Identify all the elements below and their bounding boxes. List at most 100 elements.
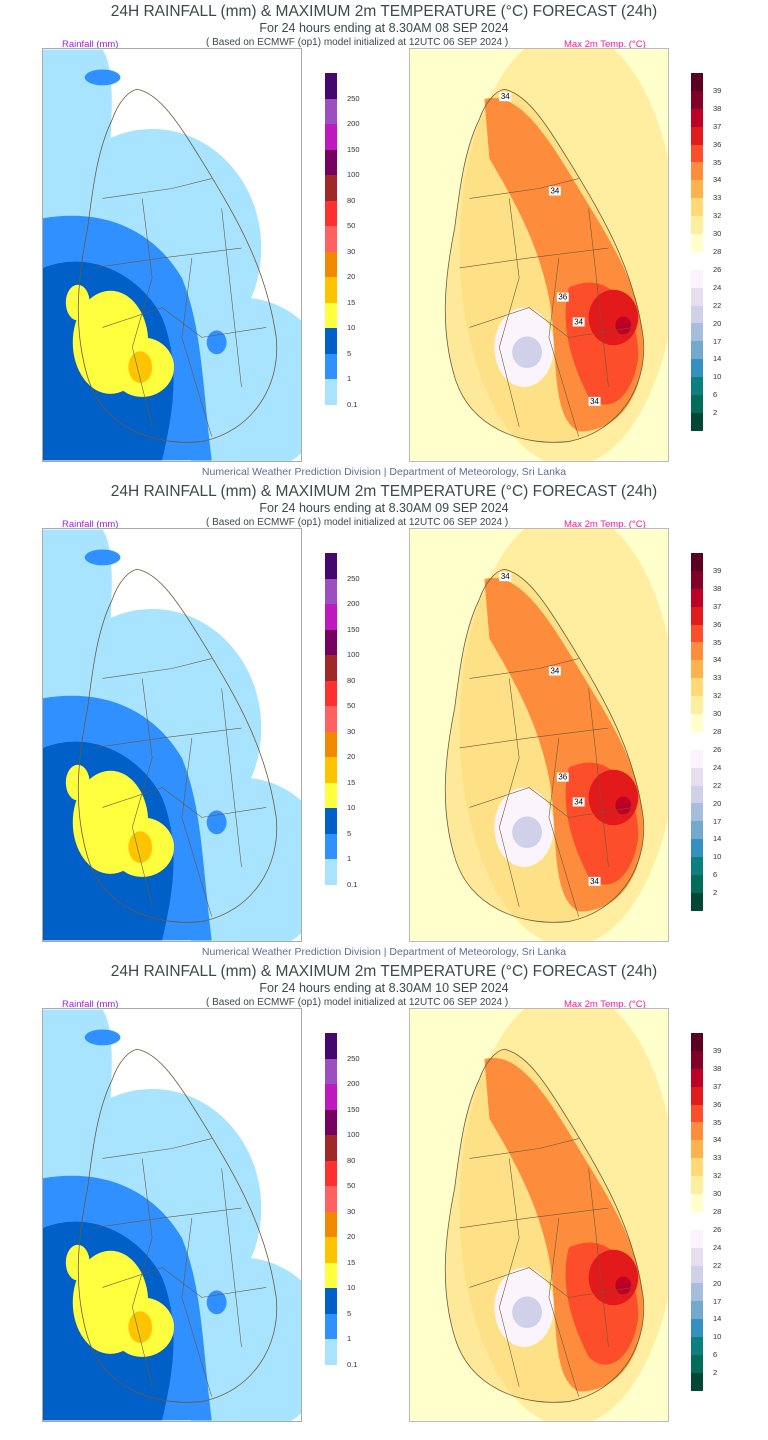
colorbar-tick: 15 xyxy=(347,777,356,787)
colorbar-tick: 17 xyxy=(713,816,722,826)
forecast-section: 24H RAINFALL (mm) & MAXIMUM 2m TEMPERATU… xyxy=(0,960,768,1440)
colorbar-tick: 30 xyxy=(713,709,722,719)
colorbar-swatch xyxy=(325,1084,337,1110)
colorbar-swatch xyxy=(325,98,337,124)
colorbar-tick: 1 xyxy=(347,374,352,383)
colorbar-swatch xyxy=(691,1211,703,1230)
rain-legend-colorbar xyxy=(325,553,337,885)
colorbar-swatch xyxy=(691,821,703,840)
colorbar-swatch xyxy=(325,149,337,175)
colorbar-swatch xyxy=(691,234,703,252)
colorbar-tick: 39 xyxy=(713,565,722,575)
colorbar-swatch xyxy=(691,73,703,91)
colorbar-tick: 34 xyxy=(713,655,722,665)
colorbar-tick: 30 xyxy=(347,246,356,256)
rain-legend-colorbar xyxy=(325,1033,337,1365)
colorbar-tick: 50 xyxy=(347,701,356,710)
temperature-label: Max 2m Temp. (°C) xyxy=(564,39,646,50)
forecast-subtitle: For 24 hours ending at 8.30AM 09 SEP 202… xyxy=(259,501,509,515)
colorbar-tick: 250 xyxy=(347,573,360,583)
contour-label: 34 xyxy=(550,186,559,195)
colorbar-tick: 38 xyxy=(713,583,722,593)
colorbar-tick: 100 xyxy=(347,650,360,659)
colorbar-tick: 0.1 xyxy=(347,1359,358,1369)
colorbar-tick: 32 xyxy=(713,1171,722,1181)
forecast-section: 24H RAINFALL (mm) & MAXIMUM 2m TEMPERATU… xyxy=(0,480,768,960)
colorbar-swatch xyxy=(325,629,337,655)
colorbar-swatch xyxy=(325,277,337,303)
colorbar-tick: 0.1 xyxy=(347,879,358,889)
contour-label: 34 xyxy=(590,397,599,406)
colorbar-tick: 28 xyxy=(713,1207,722,1216)
footer-credit: Numerical Weather Prediction Division | … xyxy=(201,466,567,478)
colorbar-tick: 10 xyxy=(347,1283,356,1292)
colorbar-swatch xyxy=(691,126,703,145)
colorbar-swatch xyxy=(691,1355,703,1373)
colorbar-swatch xyxy=(691,1337,703,1356)
colorbar-swatch xyxy=(691,588,703,607)
colorbar-swatch xyxy=(325,328,337,354)
colorbar-tick: 34 xyxy=(713,175,722,185)
colorbar-swatch xyxy=(691,90,703,109)
colorbar-tick: 35 xyxy=(713,157,722,167)
temperature-label: Max 2m Temp. (°C) xyxy=(564,519,646,530)
colorbar-tick: 24 xyxy=(713,282,722,292)
colorbar-swatch xyxy=(325,1033,337,1059)
colorbar-swatch xyxy=(691,305,703,324)
colorbar-tick: 5 xyxy=(347,828,352,838)
rainfall-map xyxy=(42,528,331,957)
colorbar-swatch xyxy=(691,1140,703,1159)
colorbar-swatch xyxy=(691,785,703,804)
colorbar-swatch xyxy=(691,144,703,163)
rainfall-map xyxy=(42,48,331,477)
colorbar-tick: 80 xyxy=(347,195,356,205)
colorbar-swatch xyxy=(691,1319,703,1338)
colorbar-tick: 50 xyxy=(347,221,356,230)
colorbar-swatch xyxy=(691,696,703,715)
colorbar-tick: 39 xyxy=(713,1045,722,1055)
colorbar-tick: 80 xyxy=(347,1155,356,1165)
colorbar-tick: 2 xyxy=(713,408,718,418)
temperature-map xyxy=(409,989,678,1427)
colorbar-swatch xyxy=(691,162,703,181)
colorbar-tick: 36 xyxy=(713,139,722,149)
colorbar-swatch xyxy=(325,1339,337,1365)
forecast-title: 24H RAINFALL (mm) & MAXIMUM 2m TEMPERATU… xyxy=(110,483,658,500)
colorbar-swatch xyxy=(325,1109,337,1135)
colorbar-swatch xyxy=(691,1301,703,1320)
colorbar-swatch xyxy=(691,1158,703,1177)
colorbar-tick: 5 xyxy=(347,1308,352,1318)
colorbar-swatch xyxy=(325,1288,337,1314)
forecast-title: 24H RAINFALL (mm) & MAXIMUM 2m TEMPERATU… xyxy=(110,963,658,980)
colorbar-tick: 150 xyxy=(347,624,360,634)
colorbar-tick: 1 xyxy=(347,1334,352,1343)
contour-label: 34 xyxy=(550,666,559,675)
colorbar-tick: 15 xyxy=(347,1257,356,1267)
colorbar-tick: 36 xyxy=(713,1099,722,1109)
colorbar-swatch xyxy=(691,1122,703,1141)
colorbar-tick: 14 xyxy=(713,834,722,844)
colorbar-tick: 14 xyxy=(713,354,722,364)
colorbar-tick: 10 xyxy=(347,803,356,812)
colorbar-swatch xyxy=(691,377,703,396)
colorbar-tick: 26 xyxy=(713,744,722,754)
colorbar-swatch xyxy=(325,302,337,328)
colorbar-tick: 34 xyxy=(713,1135,722,1145)
colorbar-swatch xyxy=(325,379,337,405)
colorbar-tick: 10 xyxy=(713,852,722,862)
colorbar-tick: 17 xyxy=(713,336,722,346)
colorbar-tick: 36 xyxy=(713,619,722,629)
colorbar-swatch xyxy=(325,706,337,732)
colorbar-tick: 20 xyxy=(347,1232,356,1241)
colorbar-swatch xyxy=(325,680,337,706)
colorbar-swatch xyxy=(325,353,337,379)
colorbar-swatch xyxy=(691,1265,703,1284)
rainfall-label: Rainfall (mm) xyxy=(62,999,119,1010)
colorbar-tick: 17 xyxy=(713,1296,722,1306)
colorbar-tick: 30 xyxy=(347,1206,356,1216)
temperature-map: 34 34 36 34 34 xyxy=(409,509,678,947)
colorbar-tick: 24 xyxy=(713,762,722,772)
colorbar-tick: 26 xyxy=(713,264,722,274)
colorbar-tick: 22 xyxy=(713,300,722,310)
colorbar-tick: 26 xyxy=(713,1224,722,1234)
